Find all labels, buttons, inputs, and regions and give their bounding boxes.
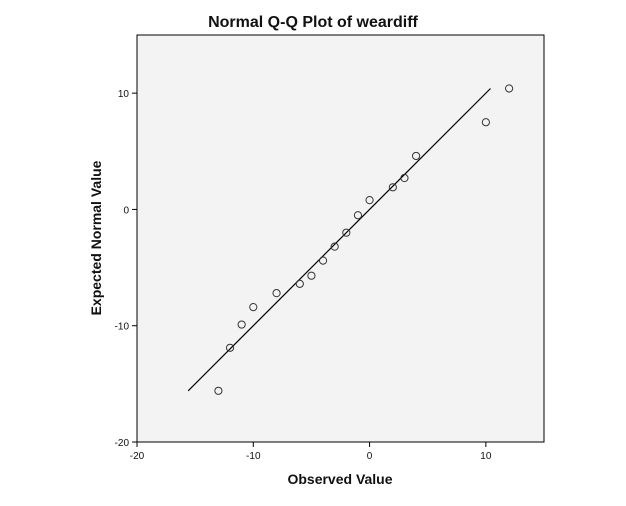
data-point [237, 320, 246, 329]
y-tick-label: 10 [118, 89, 130, 100]
data-point [225, 343, 235, 352]
x-axis-label: Observed Value [287, 471, 392, 487]
x-axis: -20 -10 0 10 [130, 442, 492, 462]
x-tick-label: 0 [367, 451, 373, 462]
x-tick-label: -10 [246, 451, 261, 462]
data-point [318, 256, 328, 265]
data-point [481, 118, 490, 127]
data-point [388, 183, 397, 192]
y-axis-label: Expected Normal Value [88, 160, 104, 315]
data-point [330, 242, 339, 251]
y-tick-label: 0 [123, 205, 129, 216]
data-point [400, 173, 409, 183]
data-point [342, 228, 351, 237]
y-axis: -20 -10 0 10 [115, 89, 137, 449]
chart-title: Normal Q-Q Plot of weardiff [208, 14, 418, 31]
data-point [307, 271, 316, 280]
y-tick-label: -20 [115, 438, 130, 449]
y-tick-label: -10 [115, 322, 130, 333]
data-point [272, 289, 281, 298]
data-point [365, 196, 374, 205]
data-point [214, 386, 223, 395]
x-tick-label: 10 [480, 451, 492, 462]
data-point [505, 84, 514, 93]
data-points [214, 84, 514, 395]
data-point [295, 279, 304, 288]
data-point [411, 151, 421, 161]
data-point [353, 211, 363, 220]
x-tick-label: -20 [130, 451, 145, 462]
reference-line [187, 88, 491, 392]
data-point [249, 303, 258, 312]
